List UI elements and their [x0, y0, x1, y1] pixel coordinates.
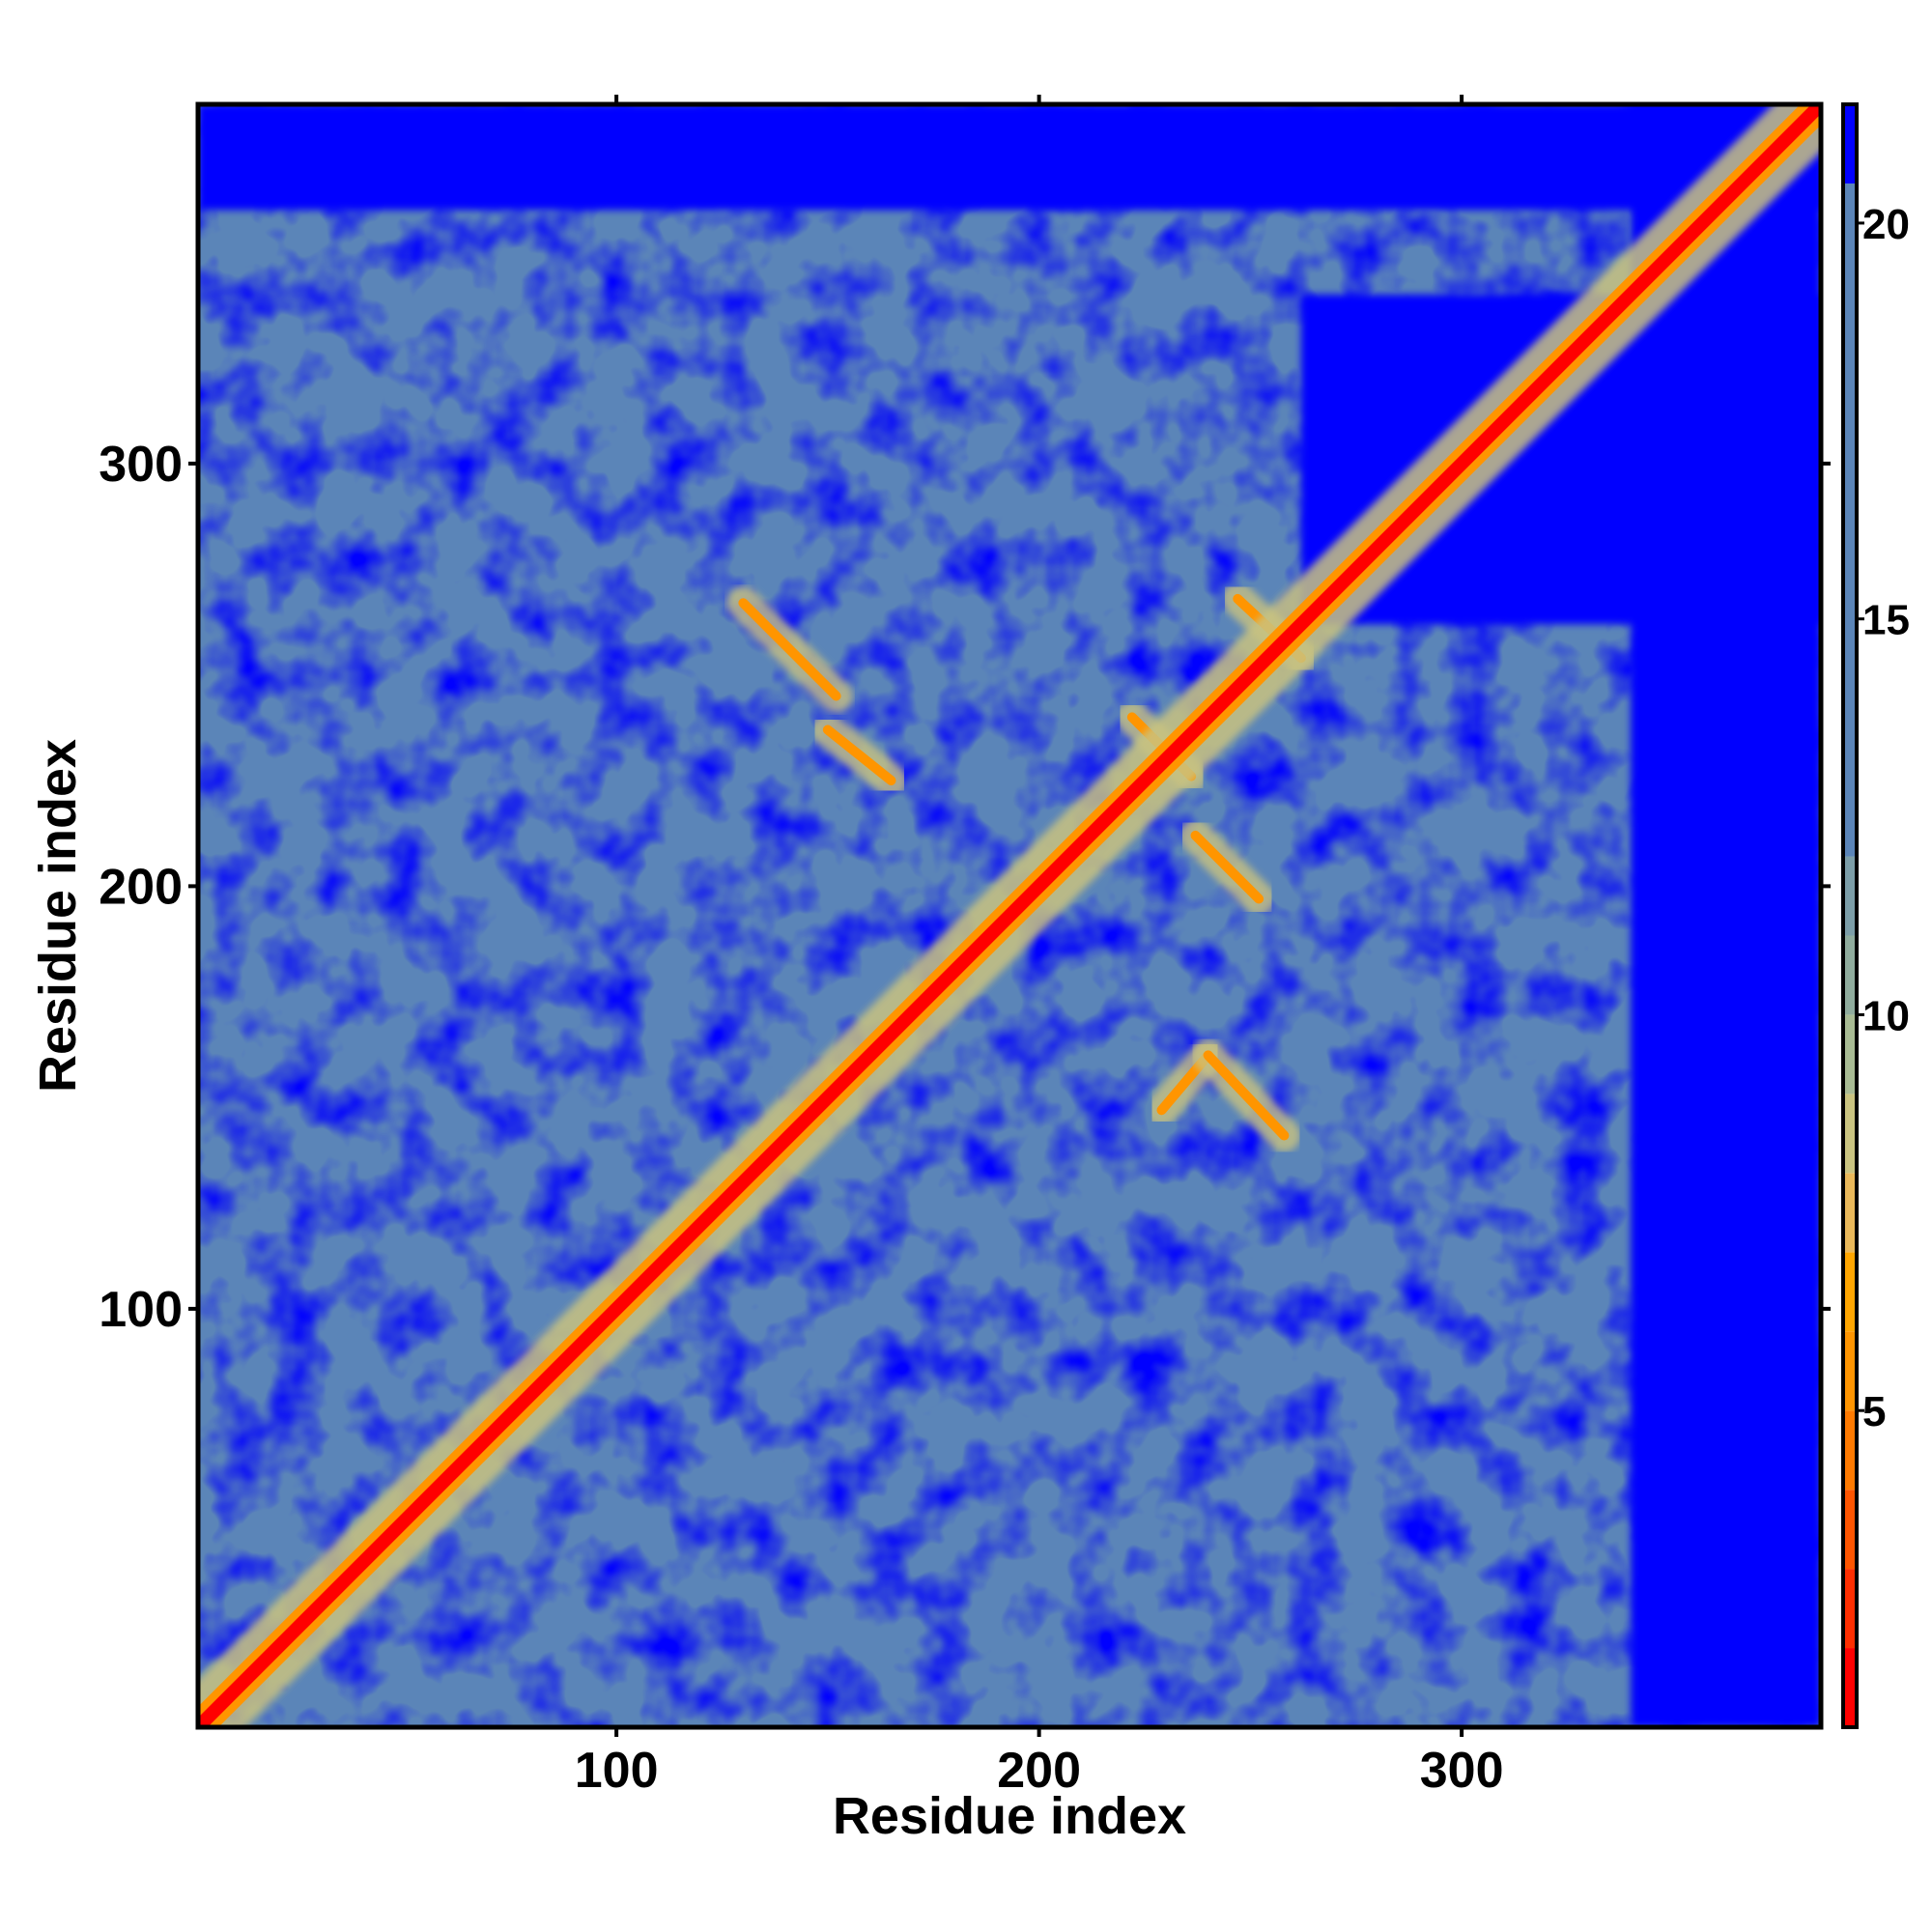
colorbar-tick-label-20: 20 — [1862, 201, 1910, 248]
colorbar-band-12 — [1843, 183, 1857, 857]
colorbar: 5 10 15 20 — [1841, 102, 1910, 1729]
y-tick-label-200: 200 — [99, 859, 183, 915]
colorbar-band-10 — [1843, 935, 1857, 1015]
colorbar-band-11 — [1843, 856, 1857, 936]
y-axis-label: Residue index — [29, 739, 87, 1093]
contact-band-7 — [1203, 1050, 1290, 1141]
colorbar-band-3 — [1843, 1490, 1857, 1570]
y-tick-label-100: 100 — [99, 1282, 183, 1338]
colorbar-tick-label-15: 15 — [1862, 597, 1910, 644]
colorbar-band-2 — [1843, 1569, 1857, 1649]
colorbar-frame — [1841, 102, 1859, 1729]
diagonal-line — [198, 104, 1821, 1727]
colorbar-tick-label-5: 5 — [1862, 1388, 1886, 1435]
y-tick-label-300: 300 — [99, 437, 183, 493]
diagonal-layer — [198, 104, 1821, 1727]
colorbar-band-6 — [1843, 1252, 1857, 1332]
colorbar-band-13 — [1843, 104, 1857, 184]
colorbar-band-1 — [1843, 1648, 1857, 1727]
colorbar-tick-label-10: 10 — [1862, 992, 1910, 1039]
x-tick-label-200: 200 — [997, 1743, 1081, 1799]
y-axis: 100 200 300 — [99, 437, 1831, 1338]
contact-band-1 — [738, 598, 841, 701]
x-axis: 100 200 300 — [575, 95, 1504, 1799]
contact-band-4 — [1190, 830, 1264, 904]
heatmap-plot-area — [195, 101, 1824, 1730]
x-tick-label-300: 300 — [1420, 1743, 1504, 1799]
plot-frame — [195, 101, 1824, 1730]
contact-band-2 — [822, 724, 896, 785]
colorbar-band-4 — [1843, 1410, 1857, 1491]
colorbar-band-9 — [1843, 1014, 1857, 1094]
colorbar-band-8 — [1843, 1094, 1857, 1174]
colorbar-band-7 — [1843, 1173, 1857, 1253]
x-axis-label: Residue index — [833, 1787, 1186, 1845]
far-region-1 — [198, 104, 1821, 211]
colorbar-band-5 — [1843, 1331, 1857, 1411]
x-tick-label-100: 100 — [575, 1743, 659, 1799]
